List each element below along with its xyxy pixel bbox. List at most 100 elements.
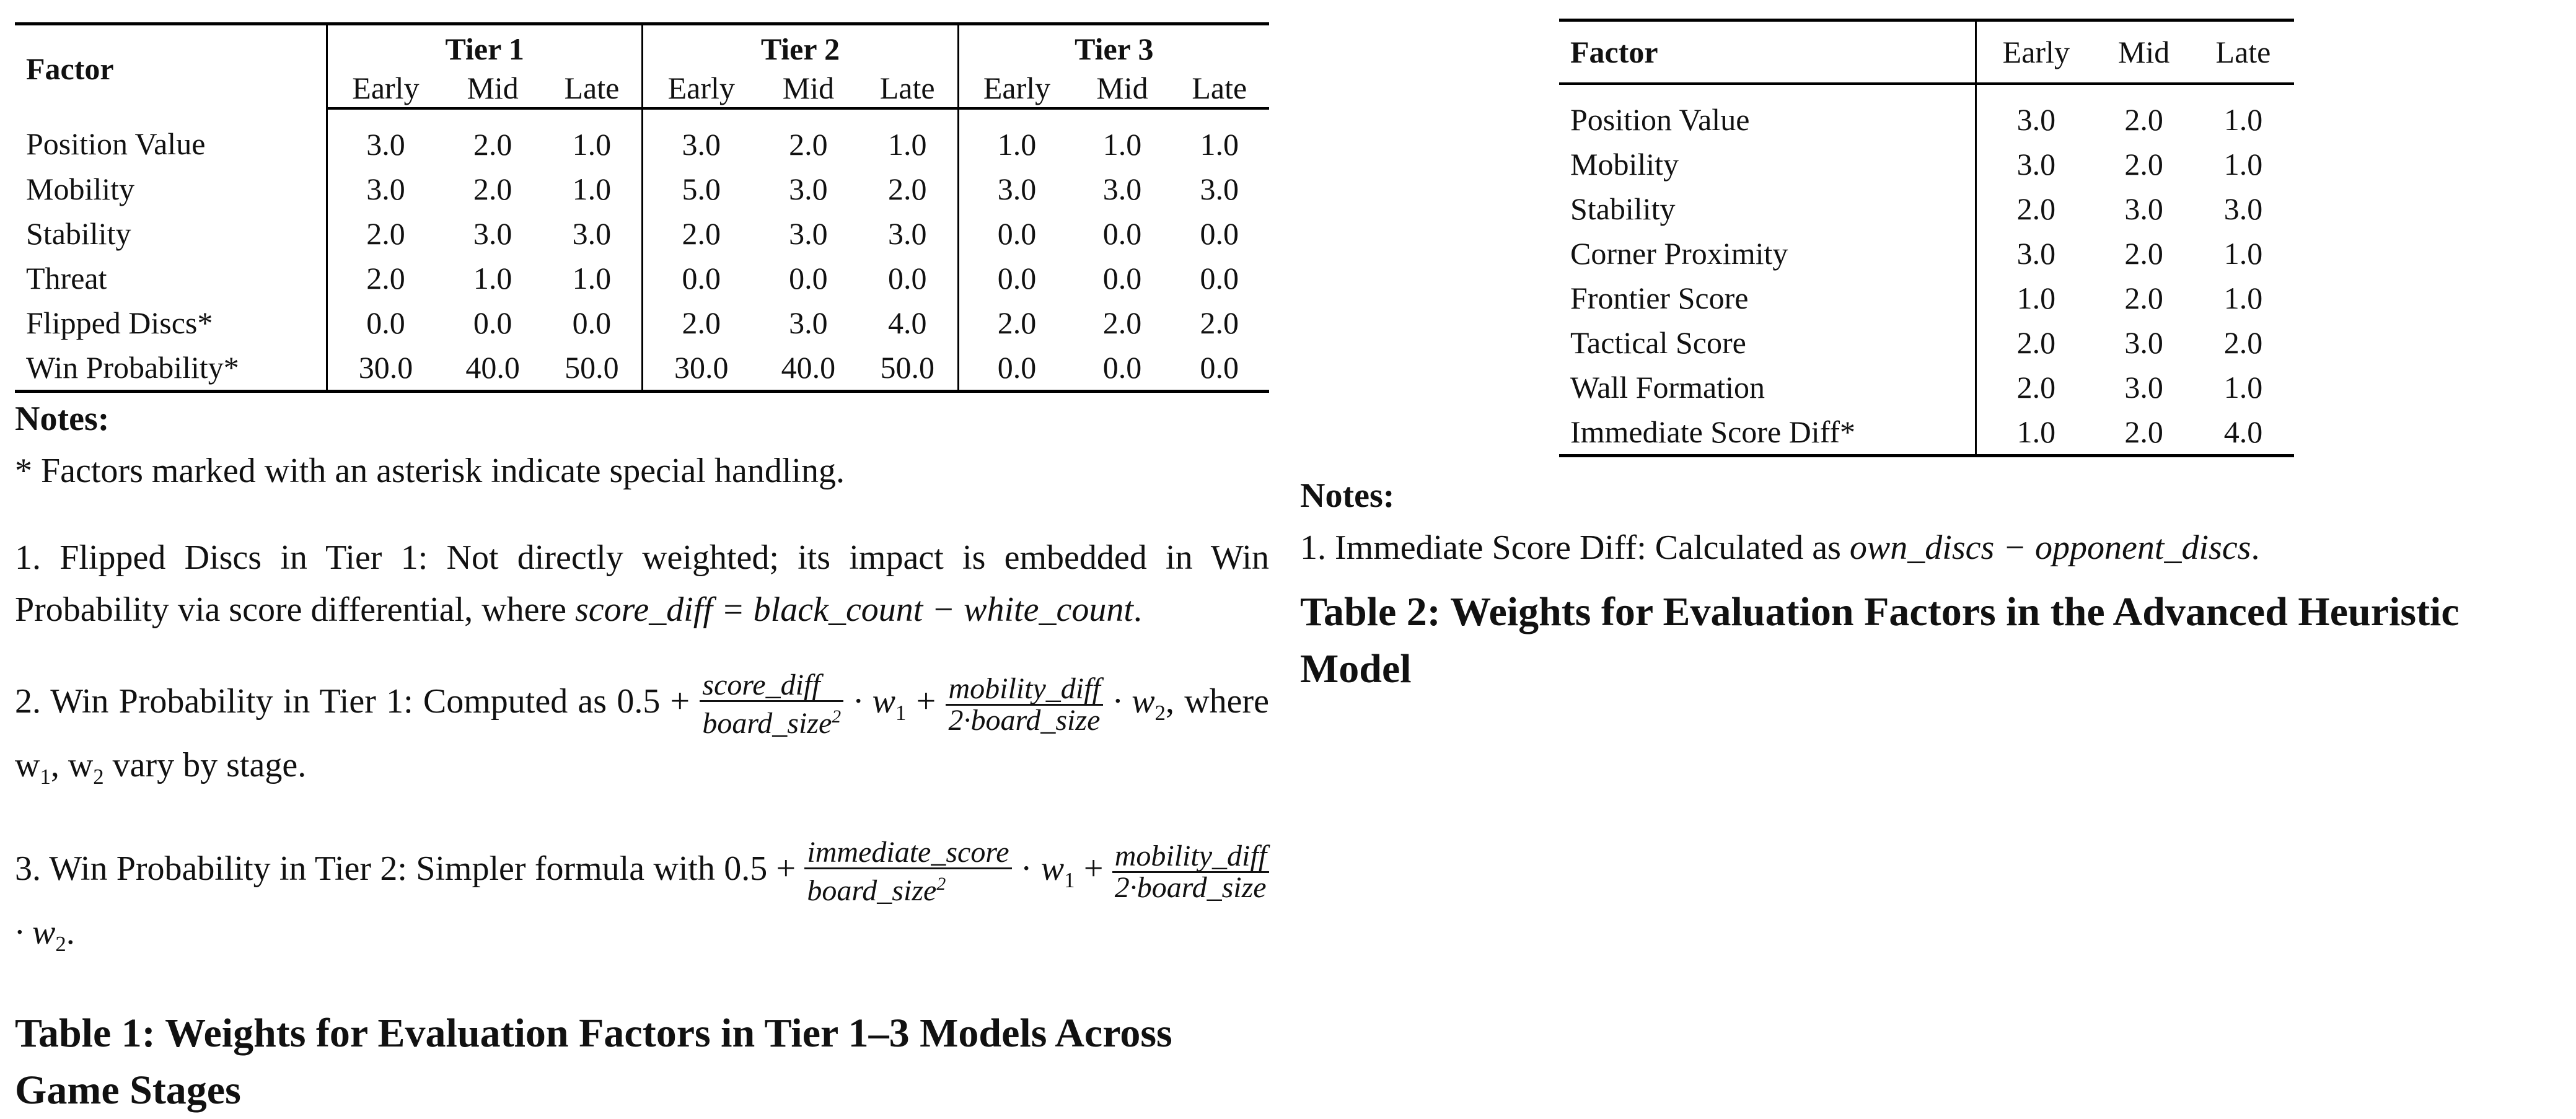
fraction-numerator: mobility_diff bbox=[1112, 841, 1270, 873]
value-cell: 0.0 bbox=[1102, 261, 1142, 296]
value-cell: 1.0 bbox=[2016, 281, 2056, 315]
value-cell: 1.0 bbox=[2223, 370, 2263, 405]
fraction-denominator: board_size2 bbox=[700, 702, 843, 739]
table1-tier-header: Tier 3 bbox=[958, 22, 1269, 69]
value-cell: 40.0 bbox=[759, 345, 858, 393]
value-cell: 1.0 bbox=[1976, 410, 2096, 457]
value-cell: 3.0 bbox=[366, 127, 405, 162]
weight-w1: w bbox=[1040, 849, 1065, 889]
value-cell: 1.0 bbox=[542, 256, 644, 301]
value-cell: 50.0 bbox=[542, 345, 644, 393]
subscript: 2 bbox=[93, 765, 104, 789]
value-cell: 2.0 bbox=[997, 305, 1037, 340]
factor-cell: Stability bbox=[15, 211, 328, 256]
factor-cell: Immediate Score Diff* bbox=[1559, 410, 1977, 457]
note-3-text: 3. Win Probability in Tier 2: Simpler fo… bbox=[15, 849, 796, 889]
note-2-tail: , where w bbox=[15, 682, 1270, 785]
value-cell: 2.0 bbox=[2124, 102, 2163, 137]
value-cell: 4.0 bbox=[2192, 410, 2294, 457]
value-cell: 0.0 bbox=[958, 345, 1075, 393]
factor-cell: Frontier Score bbox=[1559, 276, 1977, 320]
table-row: Flipped Discs* 0.0 0.0 0.0 2.0 3.0 4.0 2.0 2.0 2.… bbox=[15, 301, 1269, 345]
note-1-formula: score_diff = black_count − white_count bbox=[574, 590, 1133, 629]
fraction-mobility-diff: mobility_diff 2·board_size bbox=[1112, 841, 1270, 904]
value-cell: 0.0 bbox=[1102, 216, 1142, 251]
fraction-numerator: mobility_diff bbox=[946, 674, 1103, 706]
table-row: Threat 2.0 1.0 1.0 0.0 0.0 0.0 0.0 0.0 0.0 bbox=[15, 256, 1269, 301]
table1-notes: Notes: * Factors marked with an asterisk… bbox=[15, 393, 1269, 970]
value-cell: 2.0 bbox=[473, 172, 512, 206]
value-cell: 2.0 bbox=[682, 305, 721, 340]
note-1-end: . bbox=[2251, 529, 2260, 567]
value-cell: 0.0 bbox=[997, 216, 1037, 251]
note-2-tail-mid: , w bbox=[50, 746, 94, 785]
value-cell: 0.0 bbox=[857, 256, 959, 301]
value-cell: 40.0 bbox=[443, 345, 542, 393]
exponent: 2 bbox=[936, 874, 946, 895]
plus-sign: + bbox=[916, 682, 936, 721]
dot-operator: · bbox=[1020, 849, 1032, 889]
value-cell: 1.0 bbox=[2223, 281, 2263, 315]
table1-tier-header: Tier 2 bbox=[642, 22, 959, 69]
value-cell: 50.0 bbox=[857, 345, 959, 393]
table1-section: Factor Tier 1 Tier 2 Tier 3 Early Mid La… bbox=[15, 0, 1269, 1119]
stage-header: Mid bbox=[759, 69, 858, 110]
value-cell: 3.0 bbox=[997, 172, 1037, 206]
factor-cell: Stability bbox=[1559, 186, 1977, 231]
note-2-tail-end: vary by stage. bbox=[103, 746, 307, 785]
fraction-mobility-diff: mobility_diff 2·board_size bbox=[946, 674, 1103, 737]
stage-header: Mid bbox=[1075, 69, 1170, 110]
stage-header: Early bbox=[958, 69, 1075, 110]
factor-cell: Flipped Discs* bbox=[15, 301, 328, 345]
note-asterisk: * Factors marked with an asterisk indica… bbox=[15, 452, 845, 490]
fraction-denominator: 2·board_size bbox=[1114, 871, 1267, 904]
value-cell: 0.0 bbox=[682, 261, 721, 296]
factor-cell: Position Value bbox=[1559, 84, 1977, 142]
table2-notes: Notes: 1. Immediate Score Diff: Calculat… bbox=[1300, 470, 2564, 574]
value-cell: 1.0 bbox=[2223, 147, 2263, 182]
factor-cell: Corner Proximity bbox=[1559, 231, 1977, 276]
value-cell: 2.0 bbox=[2124, 147, 2163, 182]
stage-header: Late bbox=[857, 69, 959, 110]
value-cell: 2.0 bbox=[2223, 325, 2263, 360]
note-1: 1. Immediate Score Diff: Calculated as o… bbox=[1300, 522, 2564, 574]
value-cell: 3.0 bbox=[542, 211, 644, 256]
table-row: Immediate Score Diff* 1.0 2.0 4.0 bbox=[1559, 410, 2294, 457]
table-row: Position Value 3.0 2.0 1.0 bbox=[1559, 84, 2294, 142]
value-cell: 2.0 bbox=[857, 167, 959, 211]
value-cell: 0.0 bbox=[1200, 261, 1239, 296]
subscript: 2 bbox=[1154, 701, 1166, 726]
factor-cell: Wall Formation bbox=[1559, 365, 1977, 410]
table-row: Stability 2.0 3.0 3.0 bbox=[1559, 186, 2294, 231]
value-cell: 0.0 bbox=[997, 261, 1037, 296]
value-cell: 30.0 bbox=[642, 345, 760, 393]
stage-header: Mid bbox=[443, 69, 542, 110]
subscript: 1 bbox=[895, 701, 907, 726]
table1-caption: Table 1: Weights for Evaluation Factors … bbox=[15, 1011, 1172, 1113]
stage-header: Late bbox=[542, 69, 644, 110]
value-cell: 1.0 bbox=[473, 261, 512, 296]
fraction-numerator: score_diff bbox=[700, 670, 844, 702]
stage-header: Late bbox=[2192, 19, 2294, 85]
value-cell: 3.0 bbox=[682, 127, 721, 162]
fraction-numerator: immediate_score bbox=[804, 838, 1012, 870]
denominator-text: board_size bbox=[702, 707, 832, 740]
note-1-text: 1. Flipped Discs in Tier 1: Not directly… bbox=[15, 538, 1269, 629]
value-cell: 3.0 bbox=[2124, 325, 2163, 360]
value-cell: 3.0 bbox=[2016, 236, 2056, 271]
value-cell: 0.0 bbox=[1169, 345, 1269, 393]
table-row: Win Probability* 30.0 40.0 50.0 30.0 40.0 50.0… bbox=[15, 345, 1269, 393]
fraction-denominator: 2·board_size bbox=[948, 703, 1101, 737]
value-cell: 1.0 bbox=[997, 127, 1037, 162]
factor-cell: Tactical Score bbox=[1559, 320, 1977, 365]
subscript: 1 bbox=[40, 765, 51, 789]
value-cell: 2.0 bbox=[1200, 305, 1239, 340]
value-cell: 1.0 bbox=[542, 167, 644, 211]
table1-tier-header: Tier 1 bbox=[327, 22, 644, 69]
exponent: 2 bbox=[832, 706, 842, 727]
value-cell: 2.0 bbox=[789, 127, 828, 162]
table-row: Tactical Score 2.0 3.0 2.0 bbox=[1559, 320, 2294, 365]
factor-cell: Threat bbox=[15, 256, 328, 301]
value-cell: 2.0 bbox=[2016, 325, 2056, 360]
value-cell: 3.0 bbox=[2016, 102, 2056, 137]
